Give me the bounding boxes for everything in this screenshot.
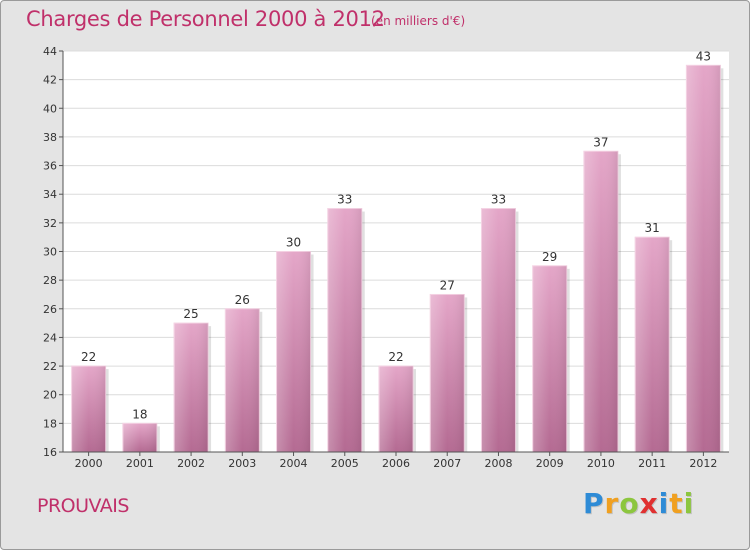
bar-value-label: 33 — [337, 193, 352, 207]
y-tick-label: 44 — [43, 45, 57, 58]
y-tick-label: 20 — [43, 389, 57, 402]
y-tick-label: 22 — [43, 360, 57, 373]
x-tick-label: 2007 — [433, 457, 461, 470]
x-tick-label: 2008 — [484, 457, 512, 470]
bar-highlight — [276, 251, 311, 452]
brand-letter: x — [639, 487, 659, 520]
brand-letter: i — [683, 487, 695, 520]
x-tick-label: 2001 — [126, 457, 154, 470]
bar-highlight — [327, 208, 362, 452]
x-tick-label: 2004 — [280, 457, 308, 470]
bar-value-label: 43 — [696, 49, 711, 63]
x-tick-label: 2011 — [638, 457, 666, 470]
bar-highlight — [583, 151, 618, 452]
bar-highlight — [225, 308, 260, 452]
y-tick-label: 30 — [43, 246, 57, 259]
y-tick-label: 42 — [43, 74, 57, 87]
y-tick-label: 18 — [43, 417, 57, 430]
chart-title: Charges de Personnel 2000 à 2012 — [26, 7, 385, 31]
y-tick-label: 16 — [43, 446, 57, 459]
y-tick-label: 40 — [43, 102, 57, 115]
y-tick-label: 24 — [43, 331, 57, 344]
x-tick-label: 2012 — [689, 457, 717, 470]
bar-value-label: 22 — [388, 350, 403, 364]
x-tick-label: 2002 — [177, 457, 205, 470]
brand-letter: o — [619, 487, 640, 520]
bar-highlight — [635, 237, 670, 452]
y-tick-label: 28 — [43, 274, 57, 287]
x-tick-label: 2009 — [536, 457, 564, 470]
brand-letter: t — [669, 487, 684, 520]
brand-logo[interactable]: Proxiti — [583, 487, 694, 520]
bar-highlight — [71, 366, 106, 452]
bar-value-label: 37 — [593, 135, 608, 149]
bar-value-label: 27 — [440, 278, 455, 292]
commune-name: PROUVAIS — [37, 495, 129, 517]
brand-letter: i — [658, 487, 670, 520]
brand-letter: P — [583, 487, 605, 520]
x-tick-label: 2006 — [382, 457, 410, 470]
y-tick-label: 36 — [43, 160, 57, 173]
bar-value-label: 33 — [491, 193, 506, 207]
bar-value-label: 18 — [132, 407, 147, 421]
bar-value-label: 22 — [81, 350, 96, 364]
bar-highlight — [430, 294, 465, 452]
bar-highlight — [686, 65, 721, 453]
chart-subtitle: (en milliers d'€) — [371, 14, 466, 28]
x-tick-label: 2005 — [331, 457, 359, 470]
bar-value-label: 30 — [286, 236, 301, 250]
x-tick-label: 2000 — [75, 457, 103, 470]
bar-highlight — [379, 366, 413, 452]
bar-highlight — [122, 423, 157, 452]
bar-value-label: 26 — [235, 293, 250, 307]
y-axis: 16 18 20 22 24 26 28 30 32 34 36 38 40 42 44 — [43, 45, 64, 459]
bar-value-label: 31 — [645, 221, 660, 235]
bar-highlight — [481, 208, 516, 452]
y-tick-label: 38 — [43, 131, 57, 144]
bar-highlight — [532, 265, 567, 452]
x-tick-label: 2003 — [228, 457, 256, 470]
brand-letter: r — [604, 487, 620, 520]
y-tick-label: 26 — [43, 303, 57, 316]
bar-value-label: 29 — [542, 250, 557, 264]
bar-highlight — [174, 323, 209, 452]
x-tick-label: 2010 — [587, 457, 615, 470]
x-axis: 2000 2001 2002 2003 2004 2005 2006 2007 2008 2009… — [63, 451, 729, 470]
y-tick-label: 34 — [43, 188, 57, 201]
y-tick-label: 32 — [43, 217, 57, 230]
bar-value-label: 25 — [183, 307, 198, 321]
